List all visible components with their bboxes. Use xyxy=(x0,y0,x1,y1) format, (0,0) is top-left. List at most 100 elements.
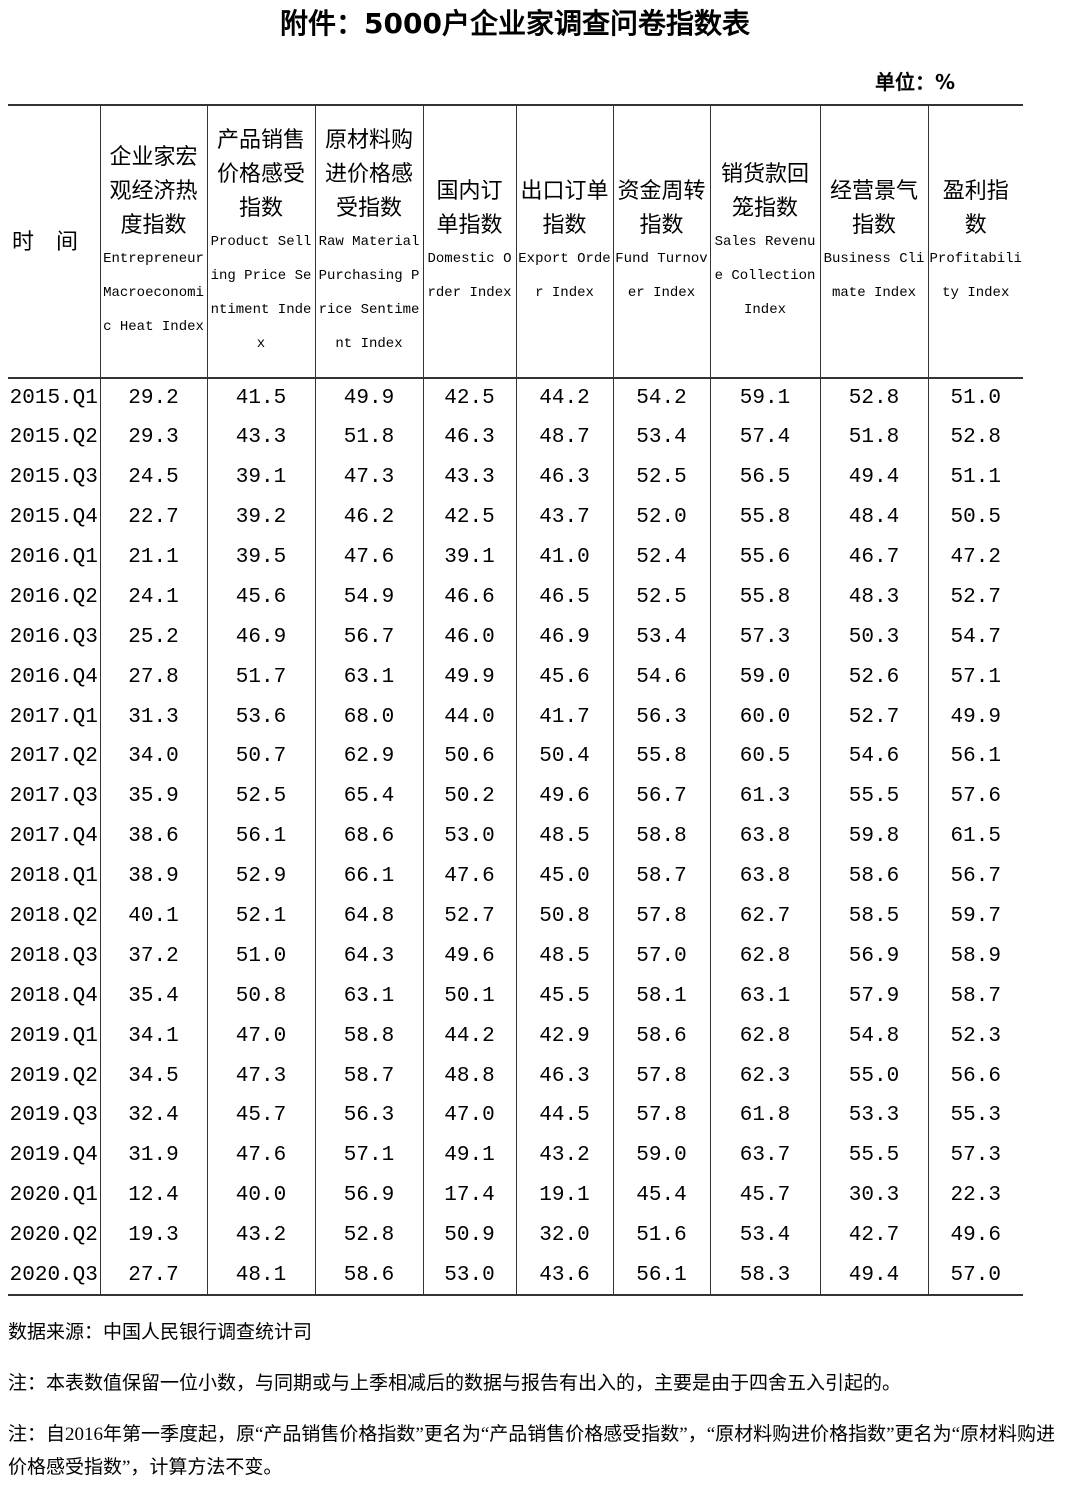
value-cell: 58.8 xyxy=(612,816,710,857)
value-cell: 50.2 xyxy=(422,776,516,817)
value-cell: 65.4 xyxy=(314,776,423,817)
value-cell: 52.3 xyxy=(927,1016,1023,1057)
header-cell: 企业家宏观经济热度指数 Entrepreneur Macroeconomic He… xyxy=(99,105,207,378)
value-cell: 12.4 xyxy=(99,1175,207,1216)
value-cell: 64.3 xyxy=(314,936,423,977)
table-row: 2019.Q3 32.4 45.7 56.3 47.0 44.5 57.8 61.8 53.3 5… xyxy=(8,1096,1023,1136)
table-row: 2018.Q2 40.1 52.1 64.8 52.7 50.8 57.8 62.7 58.5 5… xyxy=(8,896,1023,937)
value-cell: 63.1 xyxy=(314,976,423,1017)
period-cell: 2019.Q3 xyxy=(9,1104,98,1128)
value-cell: 46.3 xyxy=(515,1056,613,1097)
value-cell: 54.6 xyxy=(612,657,710,698)
value-cell: 52.7 xyxy=(422,896,516,937)
header-cell: 盈利指数 Profitability Index xyxy=(927,105,1023,378)
value-cell: 55.8 xyxy=(612,737,710,777)
value-cell: 45.0 xyxy=(515,856,613,897)
value-cell: 57.8 xyxy=(612,1096,710,1136)
value-cell: 43.3 xyxy=(206,417,315,458)
value-cell: 56.1 xyxy=(927,737,1023,777)
period-cell: 2019.Q4 xyxy=(9,1144,98,1168)
value-cell: 57.0 xyxy=(927,1255,1023,1296)
period-cell: 2020.Q2 xyxy=(9,1224,98,1248)
period-cell: 2020.Q3 xyxy=(9,1263,98,1287)
value-cell: 56.9 xyxy=(819,936,928,977)
value-cell: 47.6 xyxy=(422,856,516,897)
header-zh: 资金周转指数 xyxy=(617,177,706,237)
value-cell: 38.9 xyxy=(99,856,207,897)
value-cell: 49.6 xyxy=(927,1215,1023,1256)
value-cell: 42.5 xyxy=(422,497,516,538)
table-row: 2015.Q4 22.7 39.2 46.2 42.5 43.7 52.0 55.8 48.4 5… xyxy=(8,497,1023,538)
value-cell: 52.8 xyxy=(314,1215,423,1256)
title: 附件：5000户企业家调查问卷指数表 xyxy=(280,7,750,40)
value-cell: 50.8 xyxy=(515,896,613,937)
table-row: 2019.Q4 31.9 47.6 57.1 49.1 43.2 59.0 63.7 55.5 5… xyxy=(8,1135,1023,1176)
value-cell: 56.6 xyxy=(927,1056,1023,1097)
header-en: Fund Turnover Index xyxy=(615,250,708,301)
value-cell: 45.4 xyxy=(612,1175,710,1216)
value-cell: 47.3 xyxy=(314,457,423,498)
value-cell: 57.1 xyxy=(314,1135,423,1176)
value-cell: 29.3 xyxy=(99,417,207,458)
value-cell: 22.7 xyxy=(99,497,207,538)
value-cell: 43.2 xyxy=(206,1215,315,1256)
value-cell: 21.1 xyxy=(99,537,207,578)
value-cell: 52.4 xyxy=(612,537,710,578)
value-cell: 55.5 xyxy=(819,776,928,817)
value-cell: 53.4 xyxy=(709,1215,820,1256)
table-row: 2016.Q1 21.1 39.5 47.6 39.1 41.0 52.4 55.6 46.7 4… xyxy=(8,537,1023,578)
value-cell: 58.3 xyxy=(709,1255,820,1296)
value-cell: 42.9 xyxy=(515,1016,613,1057)
value-cell: 24.5 xyxy=(99,457,207,498)
value-cell: 50.1 xyxy=(422,976,516,1017)
value-cell: 53.6 xyxy=(206,697,315,738)
value-cell: 61.8 xyxy=(709,1096,820,1136)
header-cell: 销货款回笼指数 Sales Revenue Collection Index xyxy=(709,105,820,378)
value-cell: 59.1 xyxy=(709,378,820,418)
value-cell: 54.8 xyxy=(819,1016,928,1057)
value-cell: 57.1 xyxy=(927,657,1023,698)
value-cell: 49.9 xyxy=(422,657,516,698)
value-cell: 35.4 xyxy=(99,976,207,1017)
value-cell: 42.7 xyxy=(819,1215,928,1256)
index-table: 时 间 企业家宏观经济热度指数 Entrepreneur Macroeconomic… xyxy=(8,104,1023,1296)
value-cell: 52.0 xyxy=(612,497,710,538)
value-cell: 47.2 xyxy=(927,537,1023,578)
value-cell: 51.0 xyxy=(927,378,1023,418)
value-cell: 47.0 xyxy=(422,1096,516,1136)
value-cell: 51.0 xyxy=(206,936,315,977)
value-cell: 31.9 xyxy=(99,1135,207,1176)
header-en: Profitability Index xyxy=(929,250,1022,301)
value-cell: 62.7 xyxy=(709,896,820,937)
period-cell: 2018.Q4 xyxy=(9,984,98,1008)
value-cell: 34.5 xyxy=(99,1056,207,1097)
value-cell: 41.7 xyxy=(515,697,613,738)
value-cell: 59.7 xyxy=(927,896,1023,937)
value-cell: 62.8 xyxy=(709,1016,820,1057)
period-cell: 2015.Q1 xyxy=(9,386,98,410)
value-cell: 52.8 xyxy=(819,378,928,418)
value-cell: 19.3 xyxy=(99,1215,207,1256)
table-row: 2018.Q4 35.4 50.8 63.1 50.1 45.5 58.1 63.1 57.9 5… xyxy=(8,976,1023,1017)
value-cell: 53.4 xyxy=(612,617,710,658)
header-cell: 出口订单指数 Export Order Index xyxy=(515,105,613,378)
value-cell: 46.3 xyxy=(515,457,613,498)
period-cell: 2018.Q2 xyxy=(9,905,98,929)
value-cell: 52.6 xyxy=(819,657,928,698)
value-cell: 47.6 xyxy=(206,1135,315,1176)
header-en: Sales Revenue Collection Index xyxy=(714,233,816,318)
value-cell: 46.2 xyxy=(314,497,423,538)
value-cell: 58.1 xyxy=(612,976,710,1017)
value-cell: 58.7 xyxy=(314,1056,423,1097)
value-cell: 57.0 xyxy=(612,936,710,977)
period-cell: 2017.Q3 xyxy=(9,785,98,809)
header-en: Business Climate Index xyxy=(823,250,925,301)
value-cell: 66.1 xyxy=(314,856,423,897)
value-cell: 63.8 xyxy=(709,856,820,897)
value-cell: 61.5 xyxy=(927,816,1023,857)
value-cell: 55.8 xyxy=(709,497,820,538)
source: 数据来源：中国人民银行调查统计司 xyxy=(8,1322,313,1343)
value-cell: 51.6 xyxy=(612,1215,710,1256)
header-zh: 盈利指数 xyxy=(942,177,1009,237)
value-cell: 48.5 xyxy=(515,936,613,977)
